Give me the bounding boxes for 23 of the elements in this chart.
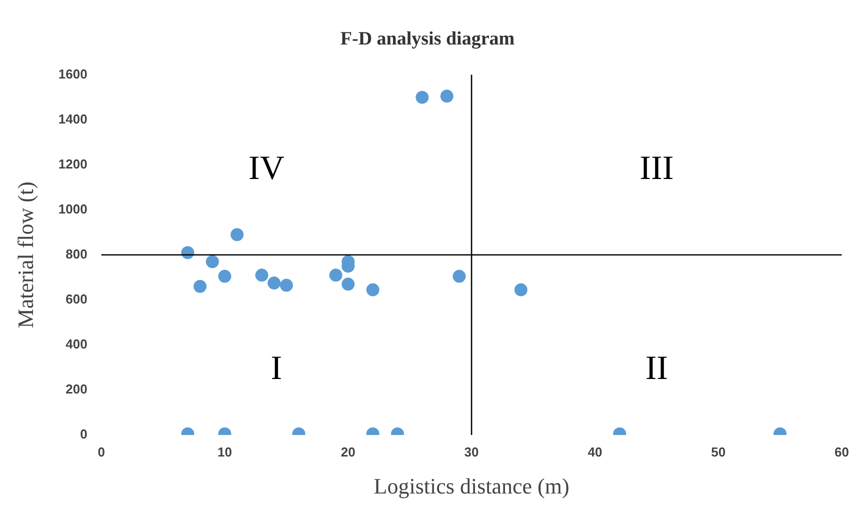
y-tick-label: 0 [80,426,88,442]
y-axis-title: Material flow (t) [12,182,38,328]
y-tick-label: 1200 [58,156,88,172]
y-tick-label: 200 [66,382,88,397]
y-tick-label: 1400 [58,111,88,126]
y-tick-label: 800 [66,246,88,262]
x-tick-label: 20 [340,444,356,460]
x-axis-title: Logistics distance (m) [374,474,570,499]
y-tick-label: 600 [66,292,88,307]
x-tick-label: 0 [98,444,105,460]
x-tick-label: 30 [464,444,479,460]
annotation: I [270,350,282,387]
annotation: IV [248,150,285,187]
y-tick-label: 1600 [58,66,88,82]
annotation: II [645,350,668,387]
x-tick-label: 60 [834,444,850,460]
y-tick-label: 1000 [58,201,88,216]
chart-title: F-D analysis diagram [340,28,515,50]
x-tick-label: 50 [711,444,726,460]
y-tick-label: 400 [66,336,88,352]
x-tick-label: 10 [217,444,232,460]
x-tick-label: 40 [588,444,602,460]
annotation: III [640,150,674,187]
